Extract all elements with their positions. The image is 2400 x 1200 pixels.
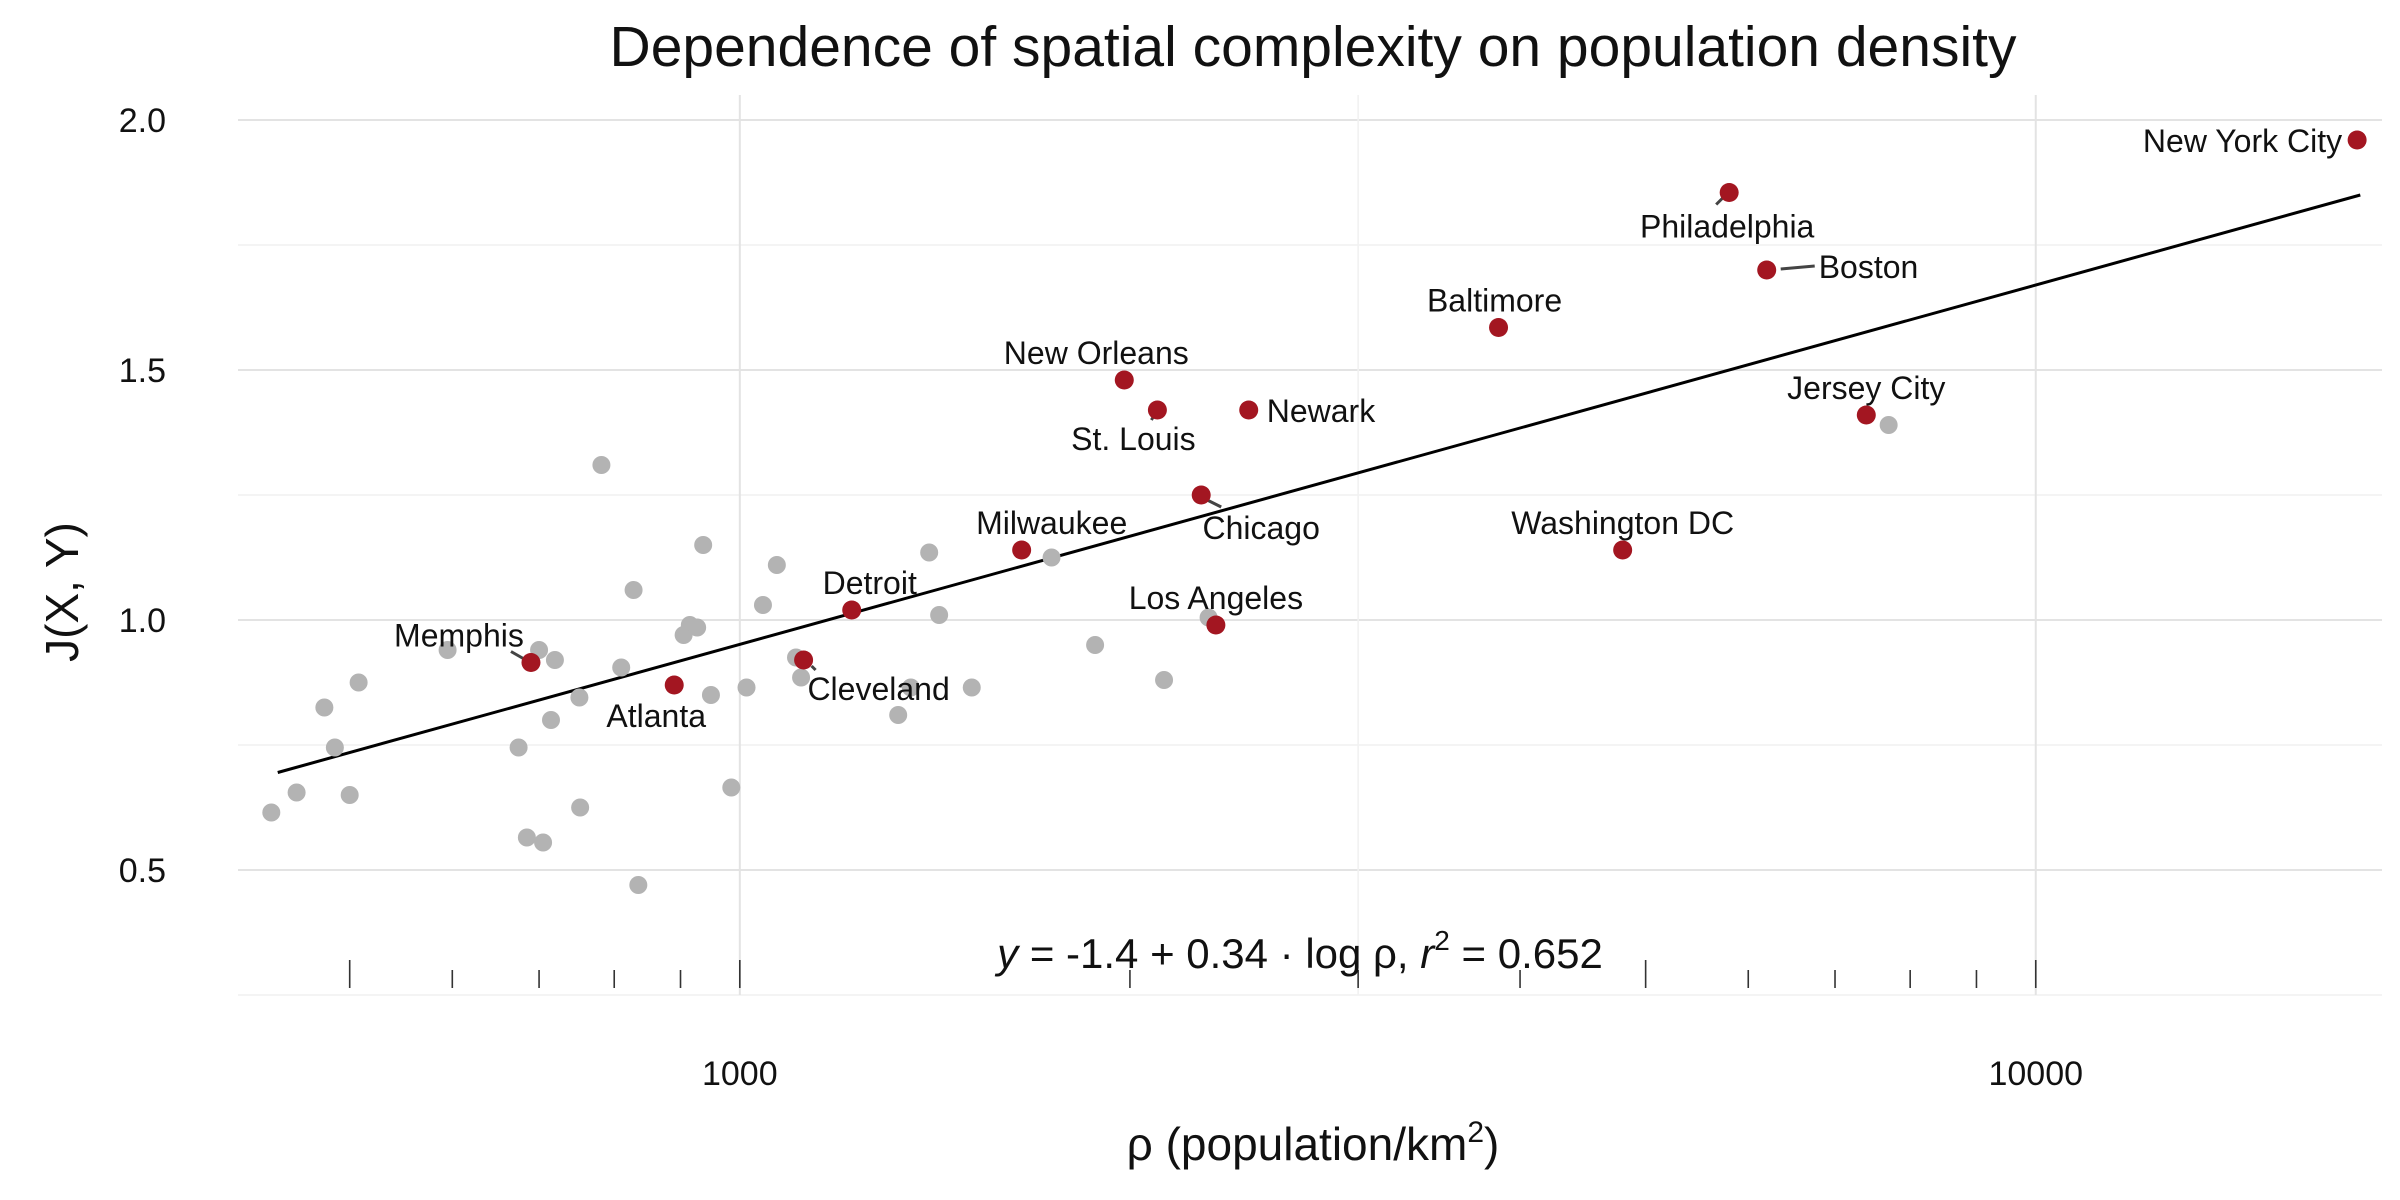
other-city-point (1879, 416, 1898, 434)
city-label: Detroit (823, 565, 917, 601)
city-label: Cleveland (807, 671, 949, 707)
other-city-point (509, 738, 528, 757)
highlighted-city-point (1719, 183, 1739, 202)
x-tick-label: 10000 (1988, 1055, 2083, 1093)
highlighted-city-point (1191, 485, 1211, 505)
other-city-point (438, 641, 457, 659)
city-label: Atlanta (606, 698, 706, 734)
city-label: Philadelphia (1640, 209, 1815, 245)
highlighted-cities-points (521, 130, 2367, 695)
x-axis-label-end: ) (1484, 1118, 1499, 1170)
other-city-point (545, 651, 564, 669)
equation-y: y (994, 930, 1021, 977)
highlighted-city-point (1489, 318, 1509, 337)
highlighted-city-point (1239, 400, 1259, 420)
other-city-point (624, 581, 643, 599)
other-cities-points (262, 416, 1898, 894)
other-city-point (920, 543, 939, 562)
other-city-point (930, 606, 949, 624)
other-city-point (753, 596, 772, 614)
other-city-point (629, 876, 648, 894)
other-city-point (592, 456, 611, 474)
label-leader-line (1780, 264, 1815, 271)
highlighted-city-point (1856, 405, 1876, 425)
x-tick-label: 1000 (702, 1055, 778, 1093)
highlighted-city-point (1114, 370, 1134, 390)
equation-sup: 2 (1434, 925, 1450, 956)
other-city-point (889, 706, 908, 724)
city-label: Memphis (394, 618, 524, 654)
label-leader-line (810, 664, 817, 672)
equation-rhs: = -1.4 + 0.34 · log ρ, (1018, 930, 1420, 977)
other-city-point (1086, 636, 1105, 654)
highlighted-city-point (1206, 615, 1226, 635)
tick-labels: 1000 10000 0.5 1.0 1.5 2.0 (119, 102, 2083, 1093)
fit-line-layer (277, 193, 2361, 774)
other-city-point (722, 778, 741, 797)
other-city-point (262, 803, 281, 822)
other-city-point (570, 688, 589, 707)
other-city-point (340, 786, 359, 804)
chart-title: Dependence of spatial complexity on popu… (610, 15, 2017, 79)
other-city-point (792, 668, 811, 687)
city-label: Boston (1819, 249, 1919, 285)
y-tick-label: 1.0 (119, 602, 166, 640)
other-city-point (315, 698, 334, 717)
other-city-point (694, 536, 713, 554)
other-city-point (737, 678, 756, 697)
city-label: Baltimore (1427, 283, 1562, 319)
other-city-point (542, 711, 561, 729)
city-label: Washington DC (1511, 505, 1734, 541)
city-label: Newark (1267, 393, 1376, 429)
fit-line (277, 193, 2361, 774)
city-label: Chicago (1202, 510, 1319, 546)
x-axis-label-sup: 2 (1467, 1116, 1484, 1149)
other-city-point (325, 738, 344, 757)
other-city-point (1155, 671, 1174, 689)
highlighted-city-point (1613, 540, 1633, 560)
label-leader-line (1206, 498, 1222, 509)
highlighted-city-point (1012, 540, 1032, 560)
city-label: Milwaukee (976, 505, 1127, 541)
equation-value: = 0.652 (1450, 930, 1603, 977)
equation-r: r (1420, 930, 1436, 977)
city-label: Jersey City (1787, 370, 1945, 406)
y-tick-label: 2.0 (119, 102, 166, 140)
highlighted-city-point (1147, 400, 1167, 420)
other-city-point (571, 798, 590, 817)
city-label: St. Louis (1071, 421, 1196, 457)
regression-equation: y = -1.4 + 0.34 · log ρ, r2 = 0.652 (994, 925, 1603, 977)
other-city-point (1042, 548, 1061, 567)
highlighted-city-point (664, 675, 684, 695)
highlighted-city-point (842, 600, 862, 620)
highlighted-city-point (1757, 260, 1777, 280)
city-label: New York City (2143, 123, 2342, 159)
y-tick-label: 1.5 (119, 352, 166, 390)
y-tick-label: 0.5 (119, 852, 166, 890)
other-city-point (534, 833, 553, 852)
other-city-point (962, 678, 981, 697)
highlighted-city-point (794, 650, 814, 670)
other-city-point (688, 618, 707, 637)
other-city-point (701, 686, 720, 704)
other-city-point (349, 673, 368, 692)
other-city-point (517, 828, 536, 847)
grid (238, 95, 2382, 996)
y-axis-label: J(X, Y) (36, 522, 88, 662)
city-label: New Orleans (1004, 335, 1189, 371)
highlighted-city-point (2347, 130, 2367, 150)
city-label: Los Angeles (1129, 580, 1303, 616)
other-city-point (767, 556, 786, 574)
other-city-point (901, 678, 920, 697)
x-axis-label-main: ρ (population/km (1127, 1118, 1468, 1170)
highlighted-city-point (521, 653, 541, 672)
x-axis-ticks (348, 960, 2037, 988)
other-city-point (287, 783, 306, 802)
other-city-point (612, 658, 631, 677)
x-axis-label: ρ (population/km2) (1127, 1116, 1500, 1170)
